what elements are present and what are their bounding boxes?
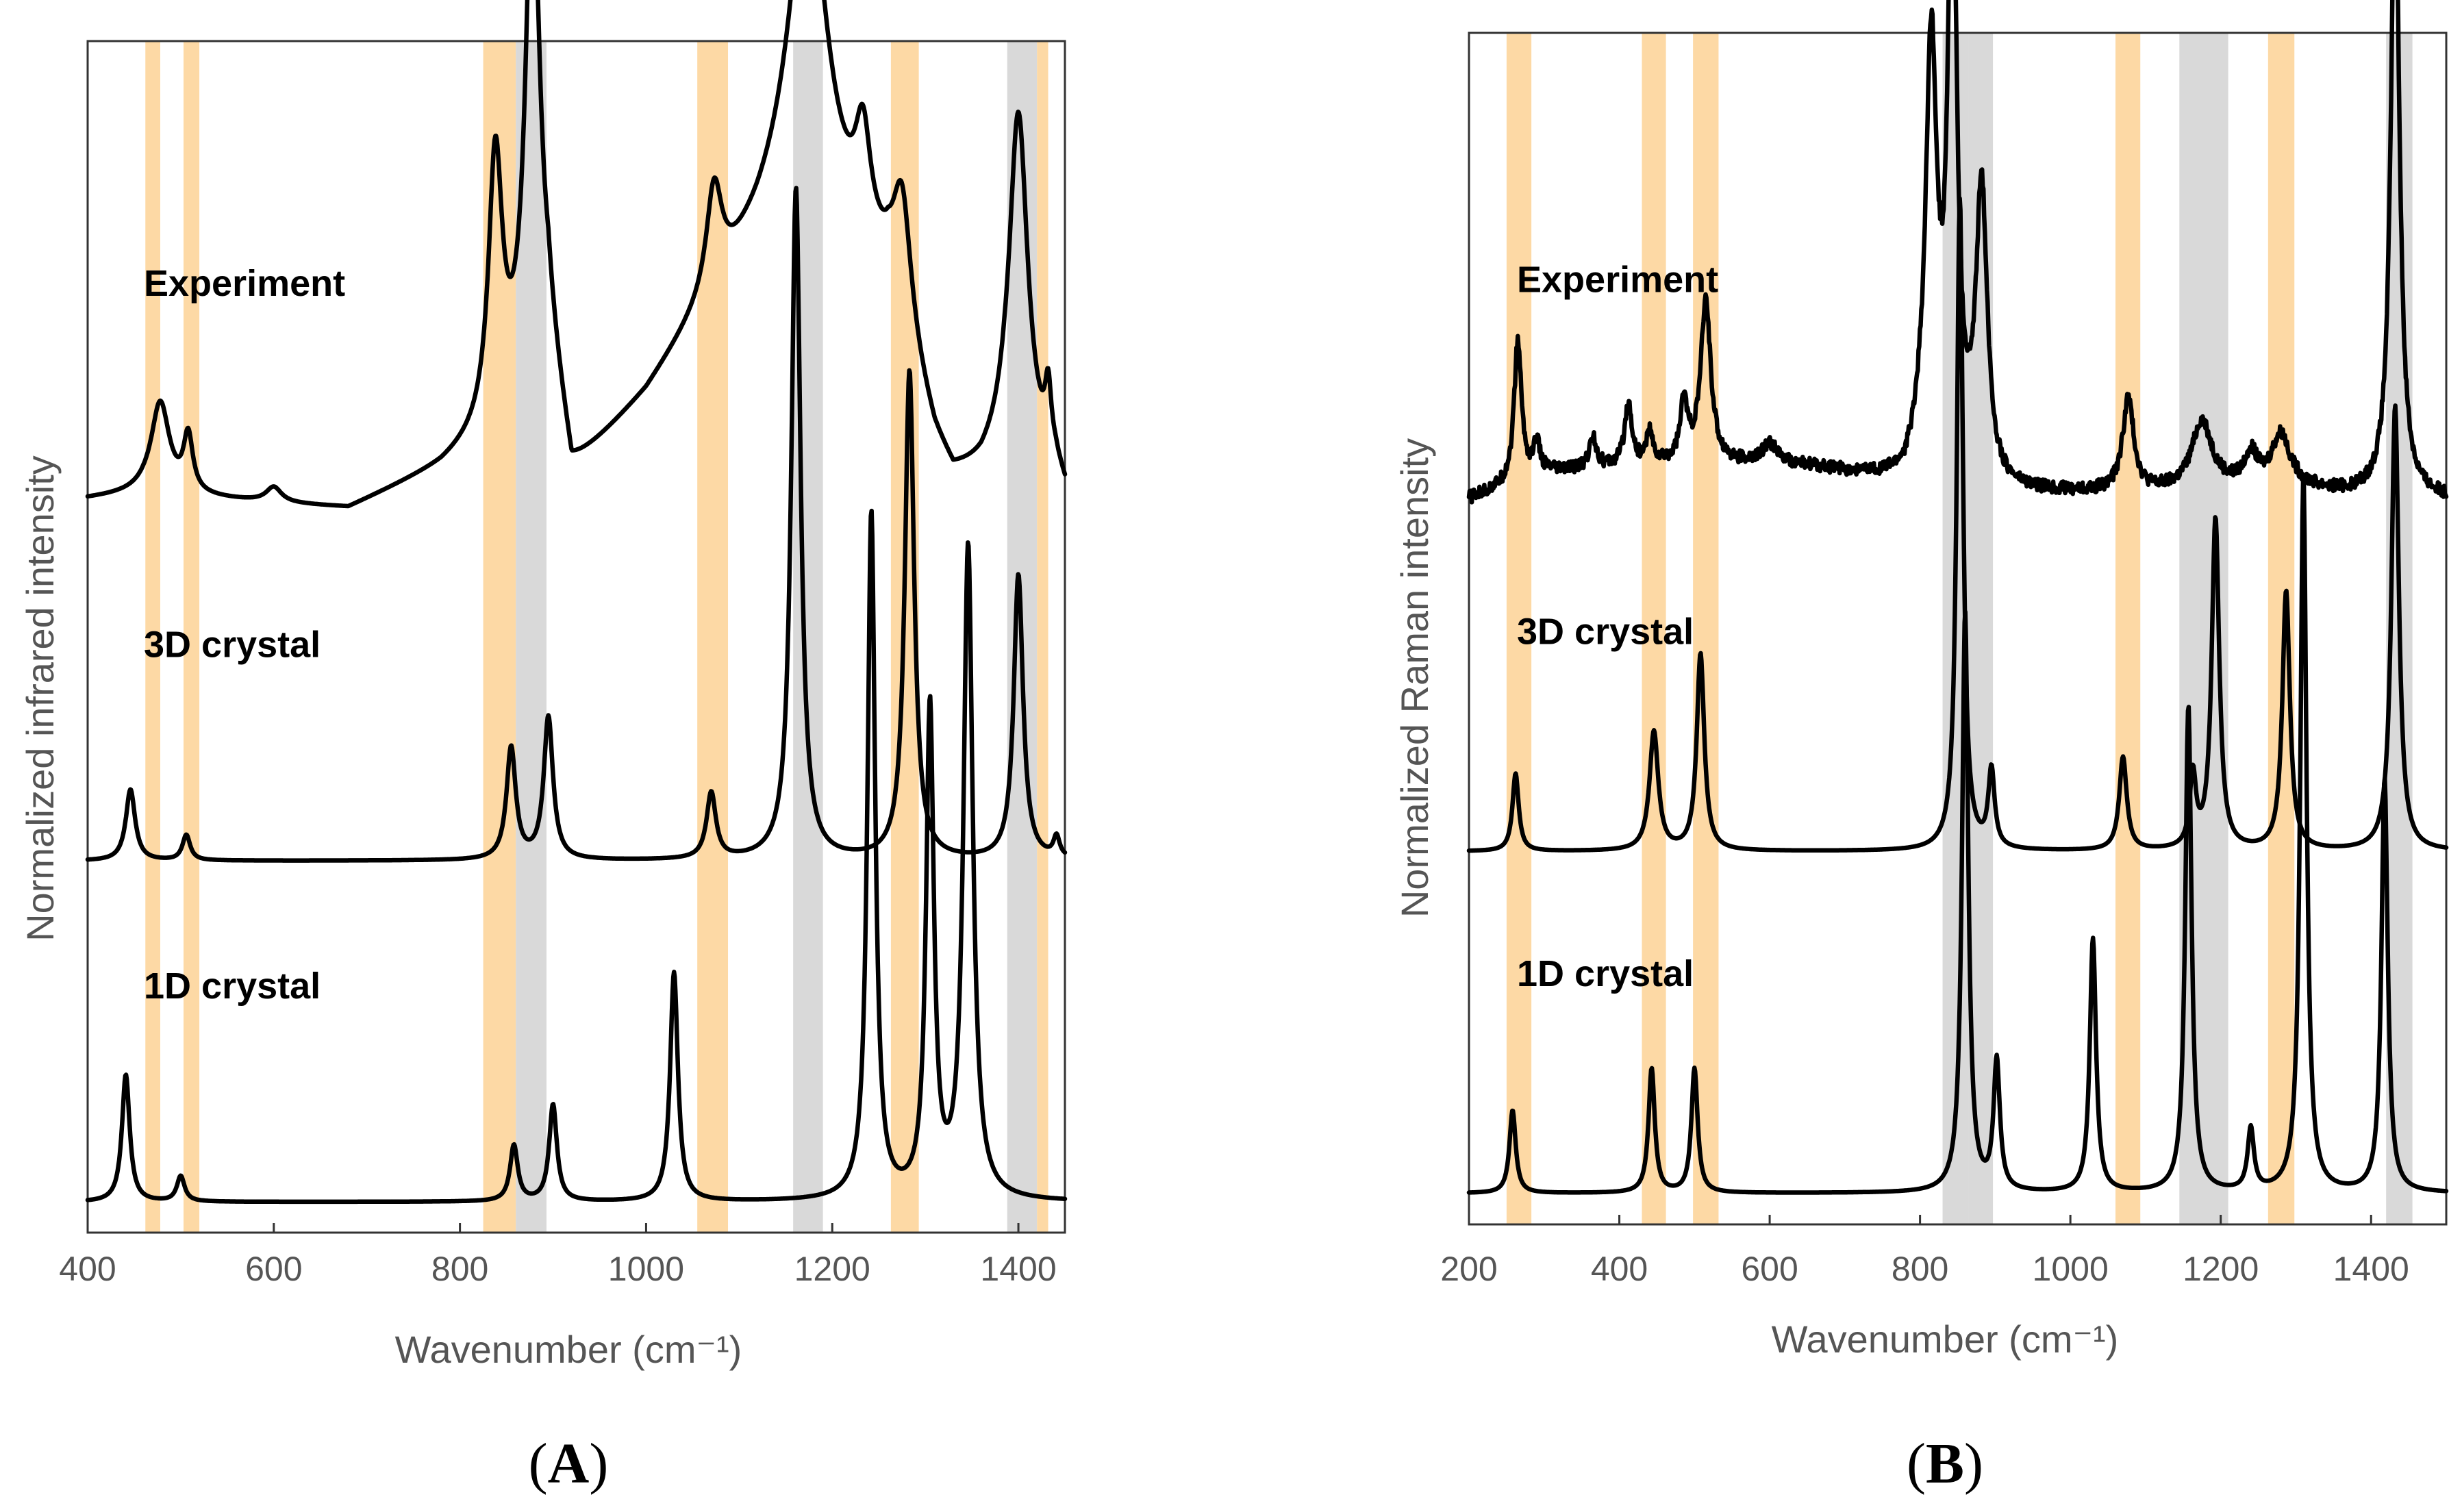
panel-b: Normalized Raman intensity Wavenumber (c…	[1393, 0, 2449, 1496]
highlight-band	[145, 41, 161, 1233]
x-tick-label: 1200	[794, 1250, 870, 1288]
series-line-3d-crystal	[1466, 196, 2449, 853]
x-tick-label: 800	[431, 1250, 488, 1288]
panel-b-tag: (B)	[1907, 1432, 1983, 1496]
panel-b-xlabel: Wavenumber (cm⁻¹)	[1772, 1318, 2119, 1361]
highlight-band	[2115, 33, 2141, 1224]
series-line-1d-crystal	[85, 508, 1068, 1205]
series-label: Experiment	[144, 263, 345, 304]
series-label: 1D crystal	[144, 966, 321, 1007]
series-label: 3D crystal	[144, 625, 321, 666]
x-tick-label: 1000	[608, 1250, 684, 1288]
panel-a-tag: (A)	[529, 1432, 609, 1496]
x-tick-label: 400	[59, 1250, 116, 1288]
series-label: Experiment	[1517, 259, 1718, 300]
series-label: 3D crystal	[1517, 612, 1694, 653]
highlight-band	[1506, 33, 1532, 1224]
highlight-band	[2179, 33, 2228, 1224]
highlight-band	[516, 41, 547, 1233]
highlight-band	[1037, 41, 1048, 1233]
panel-b-ylabel: Normalized Raman intensity	[1393, 438, 1436, 918]
x-tick-label: 1400	[2333, 1250, 2409, 1288]
x-tick-label: 400	[1591, 1250, 1648, 1288]
panel-a: Normalized infrared intensity Wavenumber…	[18, 0, 1068, 1496]
panel-a-ylabel: Normalized infrared intensity	[18, 455, 62, 942]
series-line-experiment	[85, 0, 1068, 509]
highlight-band	[1693, 33, 1719, 1224]
x-tick-label: 1000	[2033, 1250, 2109, 1288]
series-line-experiment	[1466, 0, 2449, 505]
x-tick-label: 1400	[980, 1250, 1056, 1288]
x-tick-label: 600	[1741, 1250, 1798, 1288]
x-tick-label: 200	[1440, 1250, 1497, 1288]
series-line-1d-crystal	[1466, 477, 2449, 1195]
panel-a-xlabel: Wavenumber (cm⁻¹)	[395, 1328, 742, 1371]
x-tick-label: 1200	[2183, 1250, 2259, 1288]
x-tick-label: 600	[245, 1250, 302, 1288]
series-label: 1D crystal	[1517, 953, 1694, 994]
highlight-band	[1642, 33, 1666, 1224]
highlight-band	[183, 41, 200, 1233]
highlight-band	[2268, 33, 2295, 1224]
plot-frame	[86, 40, 1066, 1234]
series-line-3d-crystal	[85, 186, 1068, 863]
highlight-band	[697, 41, 729, 1233]
x-tick-label: 800	[1892, 1250, 1948, 1288]
